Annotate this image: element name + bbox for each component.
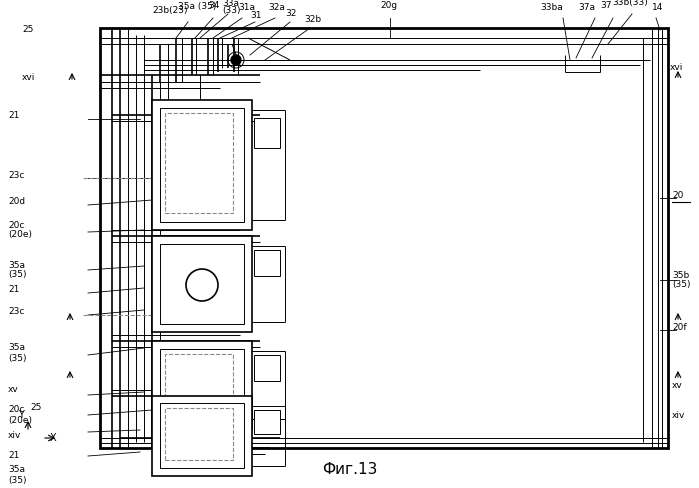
Text: (35): (35) xyxy=(8,475,27,485)
Text: 35a: 35a xyxy=(8,261,25,269)
Bar xyxy=(160,403,244,468)
Text: 33ba: 33ba xyxy=(540,3,563,13)
Text: 35a (35): 35a (35) xyxy=(178,1,217,11)
Text: 25: 25 xyxy=(22,25,34,35)
Text: 23b(23): 23b(23) xyxy=(152,5,187,15)
Text: 31: 31 xyxy=(250,11,261,20)
Text: 20d: 20d xyxy=(8,198,25,206)
Text: 25: 25 xyxy=(30,404,41,412)
Text: 21: 21 xyxy=(8,110,20,120)
Text: xv: xv xyxy=(8,386,19,394)
Text: (35): (35) xyxy=(8,270,27,280)
Bar xyxy=(160,244,244,324)
Text: 35a: 35a xyxy=(8,466,25,474)
Text: (20e): (20e) xyxy=(8,415,32,425)
Text: 14: 14 xyxy=(652,3,663,13)
Text: (33): (33) xyxy=(222,6,240,16)
Bar xyxy=(152,396,252,476)
Text: 35a: 35a xyxy=(8,344,25,352)
Text: 37: 37 xyxy=(600,1,612,11)
Text: 20c: 20c xyxy=(8,406,24,414)
Bar xyxy=(160,349,244,421)
Bar xyxy=(254,355,280,381)
Text: 20: 20 xyxy=(672,190,684,200)
Text: 21: 21 xyxy=(8,285,20,294)
Text: 20c: 20c xyxy=(8,221,24,229)
Text: xvi: xvi xyxy=(670,63,684,73)
Text: 37a: 37a xyxy=(578,3,595,13)
Text: 32: 32 xyxy=(285,9,296,19)
Text: 35b: 35b xyxy=(672,270,689,280)
Bar xyxy=(165,408,233,460)
Text: 32a: 32a xyxy=(268,3,285,13)
Bar xyxy=(254,250,280,276)
Text: xiv: xiv xyxy=(8,430,22,440)
Text: (35): (35) xyxy=(672,281,691,289)
Text: Y: Y xyxy=(18,410,24,420)
Bar xyxy=(254,118,280,148)
Bar xyxy=(152,236,252,332)
Bar xyxy=(152,341,252,429)
Text: Фиг.13: Фиг.13 xyxy=(322,463,377,477)
Text: xiv: xiv xyxy=(672,410,686,420)
Bar xyxy=(165,354,233,414)
Text: 20f: 20f xyxy=(672,324,686,332)
Text: 23c: 23c xyxy=(8,307,24,317)
Bar xyxy=(254,410,280,434)
Text: 33a: 33a xyxy=(222,0,239,7)
Bar xyxy=(160,108,244,222)
Text: 21: 21 xyxy=(8,450,20,460)
Text: 34: 34 xyxy=(208,1,219,11)
Text: 31a: 31a xyxy=(238,3,255,13)
Text: X: X xyxy=(50,433,57,443)
Text: 23c: 23c xyxy=(8,170,24,180)
Text: (35): (35) xyxy=(8,353,27,363)
Bar xyxy=(100,28,668,448)
Text: 20g: 20g xyxy=(380,1,397,11)
Bar xyxy=(165,113,233,213)
Text: 32b: 32b xyxy=(304,16,321,24)
Text: (20e): (20e) xyxy=(8,230,32,240)
Bar xyxy=(152,100,252,230)
Text: xvi: xvi xyxy=(22,74,36,82)
Circle shape xyxy=(231,55,241,65)
Text: 33b(33): 33b(33) xyxy=(612,0,648,7)
Text: xv: xv xyxy=(672,381,683,389)
